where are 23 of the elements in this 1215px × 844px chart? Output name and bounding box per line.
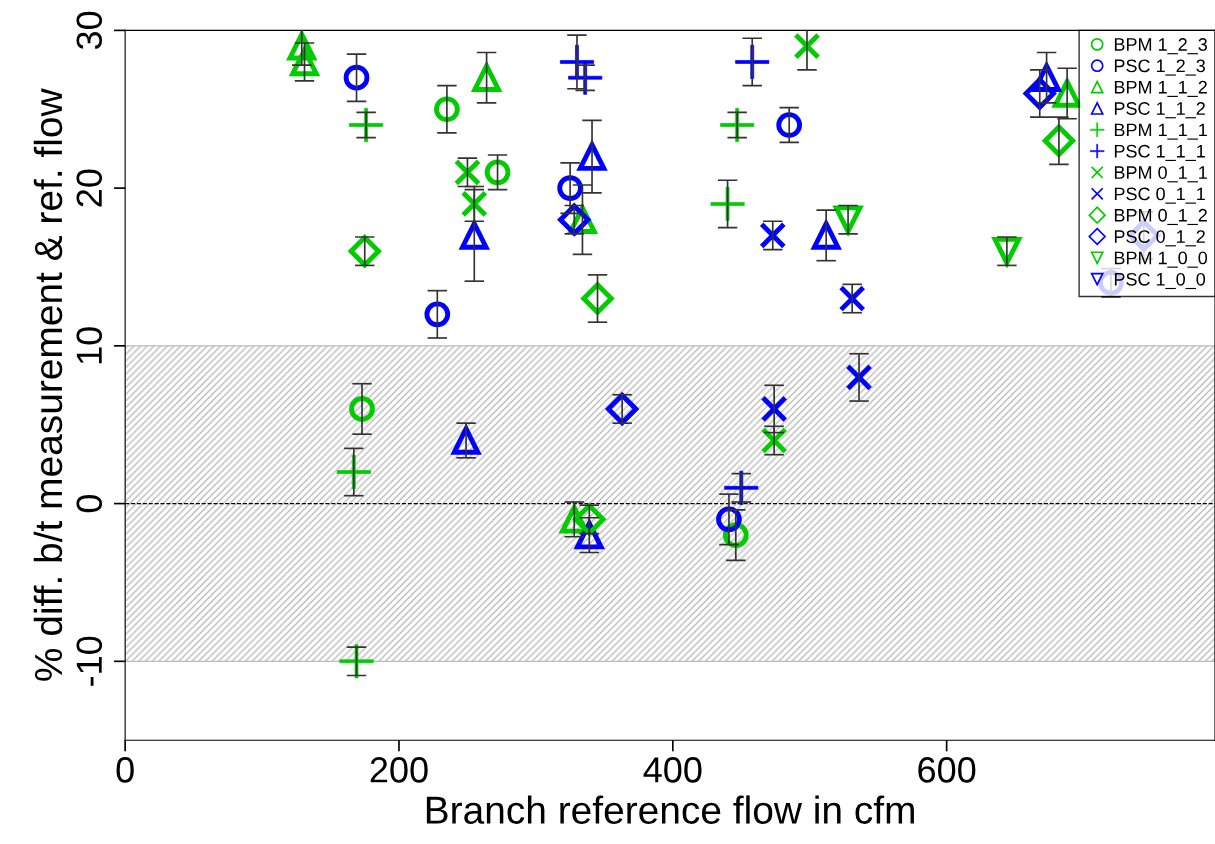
x-tick-label: 200 [370, 757, 428, 783]
y-tick-label: 0 [76, 494, 103, 513]
y-tick-label: -10 [76, 636, 103, 686]
x-axis-title: Branch reference flow in cfm [426, 795, 914, 824]
x-tick-label: 0 [116, 757, 134, 783]
legend-label: PSC 0_1_2 [1114, 230, 1205, 247]
x-tick-label: 400 [643, 757, 702, 783]
legend-label: PSC 1_1_1 [1114, 144, 1205, 161]
y-tick-label: 10 [76, 327, 103, 364]
y-tick-label: 30 [76, 11, 103, 50]
legend-label: PSC 0_1_1 [1114, 187, 1205, 204]
legend-label: BPM 1_0_0 [1114, 251, 1208, 268]
legend-label: BPM 0_1_1 [1114, 166, 1207, 183]
x-tick-label: 600 [918, 757, 976, 783]
legend-label: BPM 1_1_1 [1114, 123, 1207, 140]
legend-label: PSC 1_2_3 [1114, 59, 1205, 76]
legend-label: BPM 1_2_3 [1114, 38, 1207, 55]
y-tick-label: 20 [76, 169, 103, 207]
y-axis-title: % diff. b/t measurement & ref. flow [33, 88, 63, 681]
legend-label: PSC 1_1_2 [1114, 102, 1205, 119]
legend-label: BPM 0_1_2 [1114, 208, 1207, 226]
legend-label: BPM 1_1_2 [1114, 80, 1207, 97]
legend-label: PSC 1_0_0 [1114, 272, 1206, 290]
